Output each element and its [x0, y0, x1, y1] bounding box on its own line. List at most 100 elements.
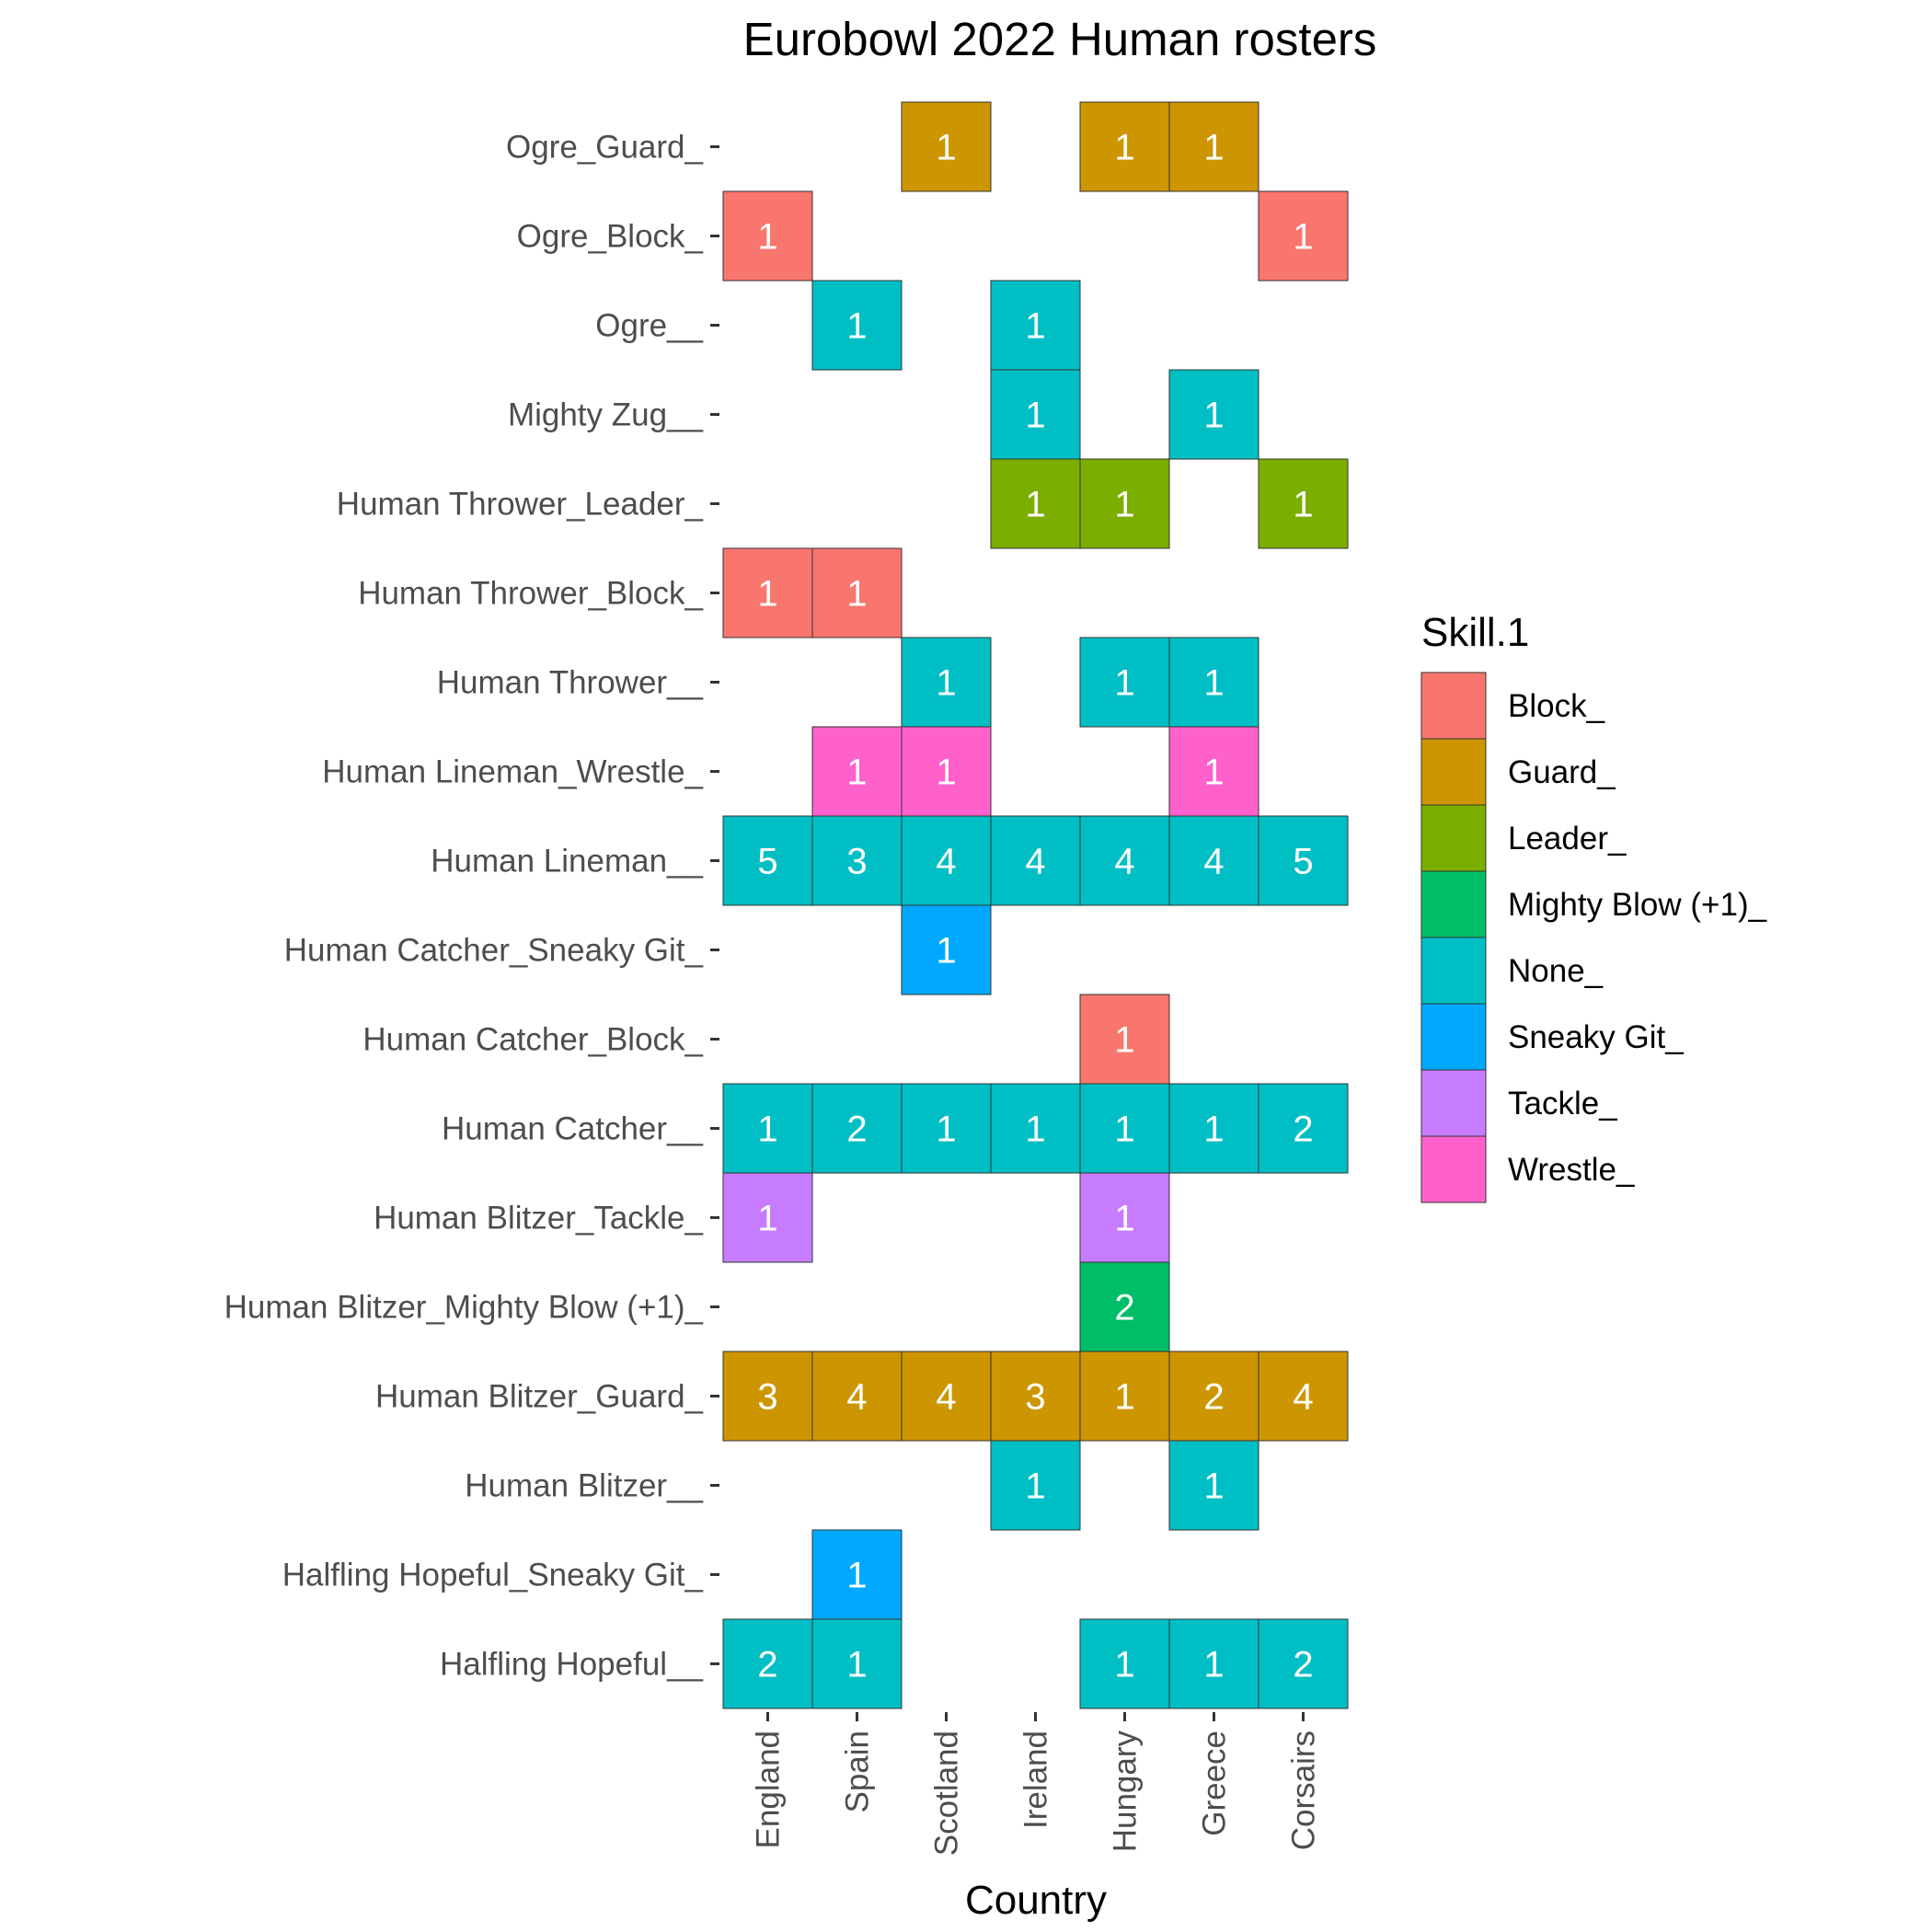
cell-value-label: 4 [846, 1377, 867, 1418]
x-tick-label: Spain [840, 1731, 876, 1813]
y-axis: Ogre_Guard_ Ogre_Block_ Ogre__ Mighty Zug__… [224, 130, 719, 1683]
x-tick-label: Greece [1197, 1731, 1233, 1836]
heatmap-cell-ogre-spain [811, 280, 903, 371]
heatmap-cell-ogre-guard-scotland [901, 101, 992, 192]
heatmap-cell-human-catcher-spain [811, 1083, 903, 1174]
cell-value-label: 1 [846, 306, 867, 347]
heatmap-cell-halfling-hopeful-corsairs [1258, 1618, 1349, 1709]
heatmap-cell-human-blitzer-ireland [990, 1440, 1081, 1531]
cell-value-label: 4 [1114, 842, 1134, 882]
legend-key-leader [1420, 804, 1487, 872]
heatmap-cell-ogre-block-england [722, 190, 813, 282]
cell-value-label: 3 [1025, 1377, 1045, 1418]
y-tick-label: Human Blitzer__ [465, 1468, 703, 1504]
heatmap-cell-halfling-hopeful-sneaky-git-spain [811, 1529, 903, 1620]
y-tick-label: Human Thrower_Leader_ [337, 487, 704, 523]
cell-value-label: 1 [1203, 128, 1224, 168]
cell-value-label: 2 [1293, 1110, 1313, 1150]
cell-value-label: 1 [1114, 1110, 1134, 1150]
heatmap-cell-human-lineman-hungary [1079, 815, 1170, 906]
cell-value-label: 5 [757, 842, 777, 882]
x-axis-title: Country [965, 1878, 1107, 1923]
cells-layer: 1 1 1 1 1 1 1 1 1 1 1 1 1 1 1 1 1 1 1 1 5 3 4 4 4 4 5 1 1 1 2 1 1 1 1 2 1 1 2 3… [722, 101, 1349, 1709]
legend-title: Skill.1 [1421, 610, 1529, 655]
heatmap-cell-mighty-zug-ireland [990, 369, 1081, 460]
x-axis: England Spain Scotland Ireland Hungary Greece… [751, 1712, 1322, 1856]
heatmap-cell-human-catcher-block-hungary [1079, 994, 1170, 1085]
legend-key-sneaky-git [1420, 1003, 1487, 1071]
cell-value-label: 1 [757, 574, 777, 615]
heatmap-cell-halfling-hopeful-greece [1168, 1618, 1259, 1709]
cell-value-label: 5 [1293, 842, 1313, 882]
heatmap-cell-human-lineman-spain [811, 815, 903, 906]
cell-value-label: 1 [1114, 1199, 1134, 1239]
cell-value-label: 1 [1025, 1110, 1045, 1150]
heatmap-cell-human-blitzer-guard-scotland [901, 1351, 992, 1442]
cell-value-label: 2 [1114, 1288, 1134, 1328]
heatmap-cell-ogre-guard-greece [1168, 101, 1259, 192]
y-tick-label: Human Catcher__ [442, 1111, 704, 1147]
cell-value-label: 1 [1025, 1466, 1045, 1507]
legend-label-leader: Leader_ [1508, 821, 1627, 857]
cell-value-label: 4 [1293, 1377, 1313, 1418]
cell-value-label: 1 [1203, 1466, 1224, 1507]
cell-value-label: 3 [846, 842, 867, 882]
cell-value-label: 1 [1203, 1110, 1224, 1150]
cell-value-label: 1 [1293, 485, 1313, 525]
legend-label-mighty-blow-1: Mighty Blow (+1)_ [1508, 887, 1767, 923]
cell-value-label: 1 [1025, 396, 1045, 436]
cell-value-label: 1 [936, 931, 956, 972]
heatmap-cell-ogre-guard-hungary [1079, 101, 1170, 192]
heatmap-cell-human-lineman-corsairs [1258, 815, 1349, 906]
x-tick-label: Hungary [1108, 1731, 1144, 1853]
cell-value-label: 1 [1203, 663, 1224, 704]
legend: Skill.1 Block_ Guard_ Leader_ Mighty Blow (… [1420, 610, 1767, 1203]
cell-value-label: 1 [757, 1110, 777, 1150]
x-tick-label: Scotland [929, 1731, 965, 1856]
y-tick-label: Human Blitzer_Guard_ [375, 1379, 704, 1415]
y-tick-label: Human Catcher_Block_ [362, 1022, 703, 1058]
cell-value-label: 1 [1203, 396, 1224, 436]
legend-label-sneaky-git: Sneaky Git_ [1508, 1019, 1684, 1055]
x-tick-label: Ireland [1018, 1731, 1054, 1829]
cell-value-label: 1 [936, 1110, 956, 1150]
cell-value-label: 1 [757, 217, 777, 258]
cell-value-label: 1 [1025, 485, 1045, 525]
cell-value-label: 1 [846, 574, 867, 615]
cell-value-label: 4 [1203, 842, 1224, 882]
heatmap-cell-mighty-zug-greece [1168, 369, 1259, 460]
legend-key-guard [1420, 738, 1487, 806]
cell-value-label: 1 [1025, 306, 1045, 347]
y-tick-label: Ogre__ [595, 308, 703, 344]
heatmap-cell-human-catcher-corsairs [1258, 1083, 1349, 1174]
cell-value-label: 1 [1114, 663, 1134, 704]
y-tick-label: Mighty Zug__ [508, 397, 704, 433]
y-tick-label: Human Lineman__ [431, 844, 703, 880]
heatmap-cell-human-lineman-scotland [901, 815, 992, 906]
heatmap-cell-human-thrower-block-england [722, 547, 813, 638]
heatmap-cell-human-blitzer-greece [1168, 1440, 1259, 1531]
heatmap-cell-human-blitzer-guard-corsairs [1258, 1351, 1349, 1442]
cell-value-label: 1 [846, 753, 867, 793]
cell-value-label: 1 [1293, 217, 1313, 258]
heatmap-cell-human-lineman-wrestle-greece [1168, 726, 1259, 817]
heatmap-cell-halfling-hopeful-england [722, 1618, 813, 1709]
heatmap-cell-human-blitzer-guard-spain [811, 1351, 903, 1442]
cell-value-label: 1 [846, 1556, 867, 1596]
y-tick-label: Human Thrower__ [437, 665, 704, 701]
cell-value-label: 2 [846, 1110, 867, 1150]
y-tick-label: Ogre_Block_ [517, 219, 704, 255]
cell-value-label: 1 [936, 753, 956, 793]
heatmap-cell-human-blitzer-guard-greece [1168, 1351, 1259, 1442]
heatmap-cell-human-thrower-hungary [1079, 637, 1170, 728]
cell-value-label: 1 [936, 128, 956, 168]
legend-label-wrestle: Wrestle_ [1508, 1152, 1635, 1188]
cell-value-label: 1 [1114, 1377, 1134, 1418]
cell-value-label: 1 [1114, 128, 1134, 168]
heatmap-cell-halfling-hopeful-spain [811, 1618, 903, 1709]
heatmap-cell-human-blitzer-mighty-blow-1-hungary [1079, 1261, 1170, 1352]
legend-key-mighty-blow-1 [1420, 870, 1487, 938]
heatmap-cell-human-blitzer-guard-england [722, 1351, 813, 1442]
heatmap-cell-human-lineman-wrestle-scotland [901, 726, 992, 817]
